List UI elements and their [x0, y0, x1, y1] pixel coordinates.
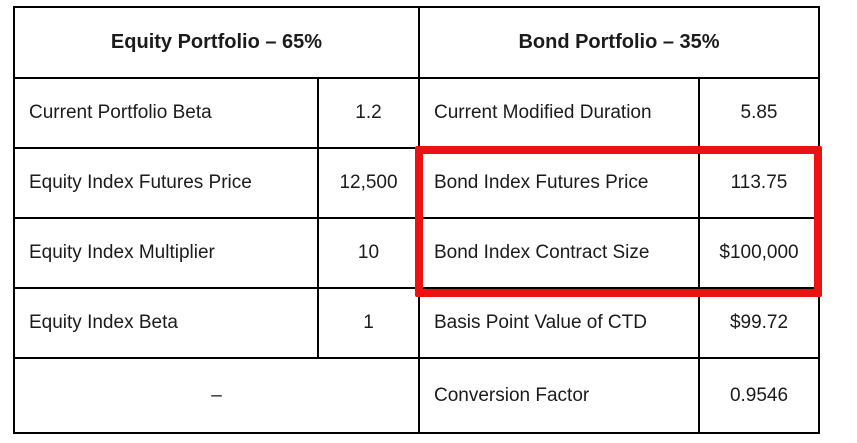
table-row: Current Portfolio Beta 1.2 Current Modif… — [13, 77, 820, 149]
bond-label-current-modified-duration: Current Modified Duration — [418, 77, 700, 149]
equity-label-index-multiplier: Equity Index Multiplier — [13, 217, 319, 289]
bond-label-index-contract-size: Bond Index Contract Size — [418, 217, 700, 289]
equity-empty-dash-cell: – — [13, 357, 420, 434]
bond-value-basis-point-value-ctd: $99.72 — [698, 287, 820, 359]
equity-value-index-beta: 1 — [317, 287, 420, 359]
bond-portfolio-header: Bond Portfolio – 35% — [418, 6, 820, 79]
bond-label-conversion-factor: Conversion Factor — [418, 357, 700, 434]
bond-label-basis-point-value-ctd: Basis Point Value of CTD — [418, 287, 700, 359]
equity-label-current-portfolio-beta: Current Portfolio Beta — [13, 77, 319, 149]
bond-value-index-contract-size: $100,000 — [698, 217, 820, 289]
equity-portfolio-header: Equity Portfolio – 65% — [13, 6, 420, 79]
bond-value-conversion-factor: 0.9546 — [698, 357, 820, 434]
bond-label-index-futures-price: Bond Index Futures Price — [418, 147, 700, 219]
portfolio-table: Equity Portfolio – 65% Bond Portfolio – … — [13, 6, 820, 434]
table-row: Equity Index Multiplier 10 Bond Index Co… — [13, 217, 820, 289]
table-header-row: Equity Portfolio – 65% Bond Portfolio – … — [13, 6, 820, 79]
equity-label-index-beta: Equity Index Beta — [13, 287, 319, 359]
table-row: Equity Index Futures Price 12,500 Bond I… — [13, 147, 820, 219]
equity-value-index-futures-price: 12,500 — [317, 147, 420, 219]
equity-value-index-multiplier: 10 — [317, 217, 420, 289]
table-row: Equity Index Beta 1 Basis Point Value of… — [13, 287, 820, 359]
bond-value-index-futures-price: 113.75 — [698, 147, 820, 219]
table-row: – Conversion Factor 0.9546 — [13, 357, 820, 434]
equity-value-current-portfolio-beta: 1.2 — [317, 77, 420, 149]
bond-value-current-modified-duration: 5.85 — [698, 77, 820, 149]
equity-label-index-futures-price: Equity Index Futures Price — [13, 147, 319, 219]
